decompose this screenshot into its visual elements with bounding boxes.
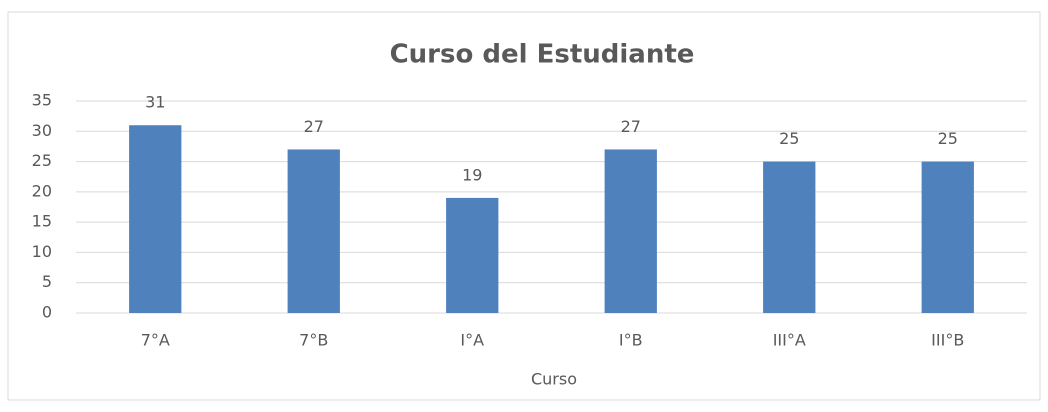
- x-tick-label: I°B: [619, 331, 643, 350]
- data-label: 19: [462, 165, 482, 184]
- bar: [446, 197, 499, 313]
- data-label: 27: [621, 117, 641, 136]
- x-tick-label: III°B: [931, 331, 964, 350]
- x-axis-label: Curso: [531, 370, 577, 389]
- bar: [763, 161, 816, 313]
- bar: [287, 149, 340, 313]
- y-tick-label: 20: [32, 181, 52, 200]
- bar: [604, 149, 657, 313]
- y-tick-label: 35: [32, 91, 52, 110]
- y-tick-label: 30: [32, 121, 52, 140]
- y-tick-label: 5: [42, 272, 52, 291]
- y-tick-label: 25: [32, 151, 52, 170]
- y-tick-label: 15: [32, 212, 52, 231]
- bar: [129, 125, 182, 313]
- bar: [921, 161, 974, 313]
- y-tick-label: 10: [32, 242, 52, 261]
- x-tick-label: III°A: [773, 331, 806, 350]
- data-label: 25: [779, 129, 799, 148]
- x-tick-label: 7°B: [299, 331, 328, 350]
- data-label: 27: [304, 117, 324, 136]
- x-tick-label: I°A: [460, 331, 484, 350]
- data-label: 31: [145, 93, 165, 112]
- x-tick-label: 7°A: [141, 331, 170, 350]
- y-tick-label: 0: [42, 303, 52, 322]
- chart-title: Curso del Estudiante: [390, 40, 695, 70]
- data-label: 25: [938, 129, 958, 148]
